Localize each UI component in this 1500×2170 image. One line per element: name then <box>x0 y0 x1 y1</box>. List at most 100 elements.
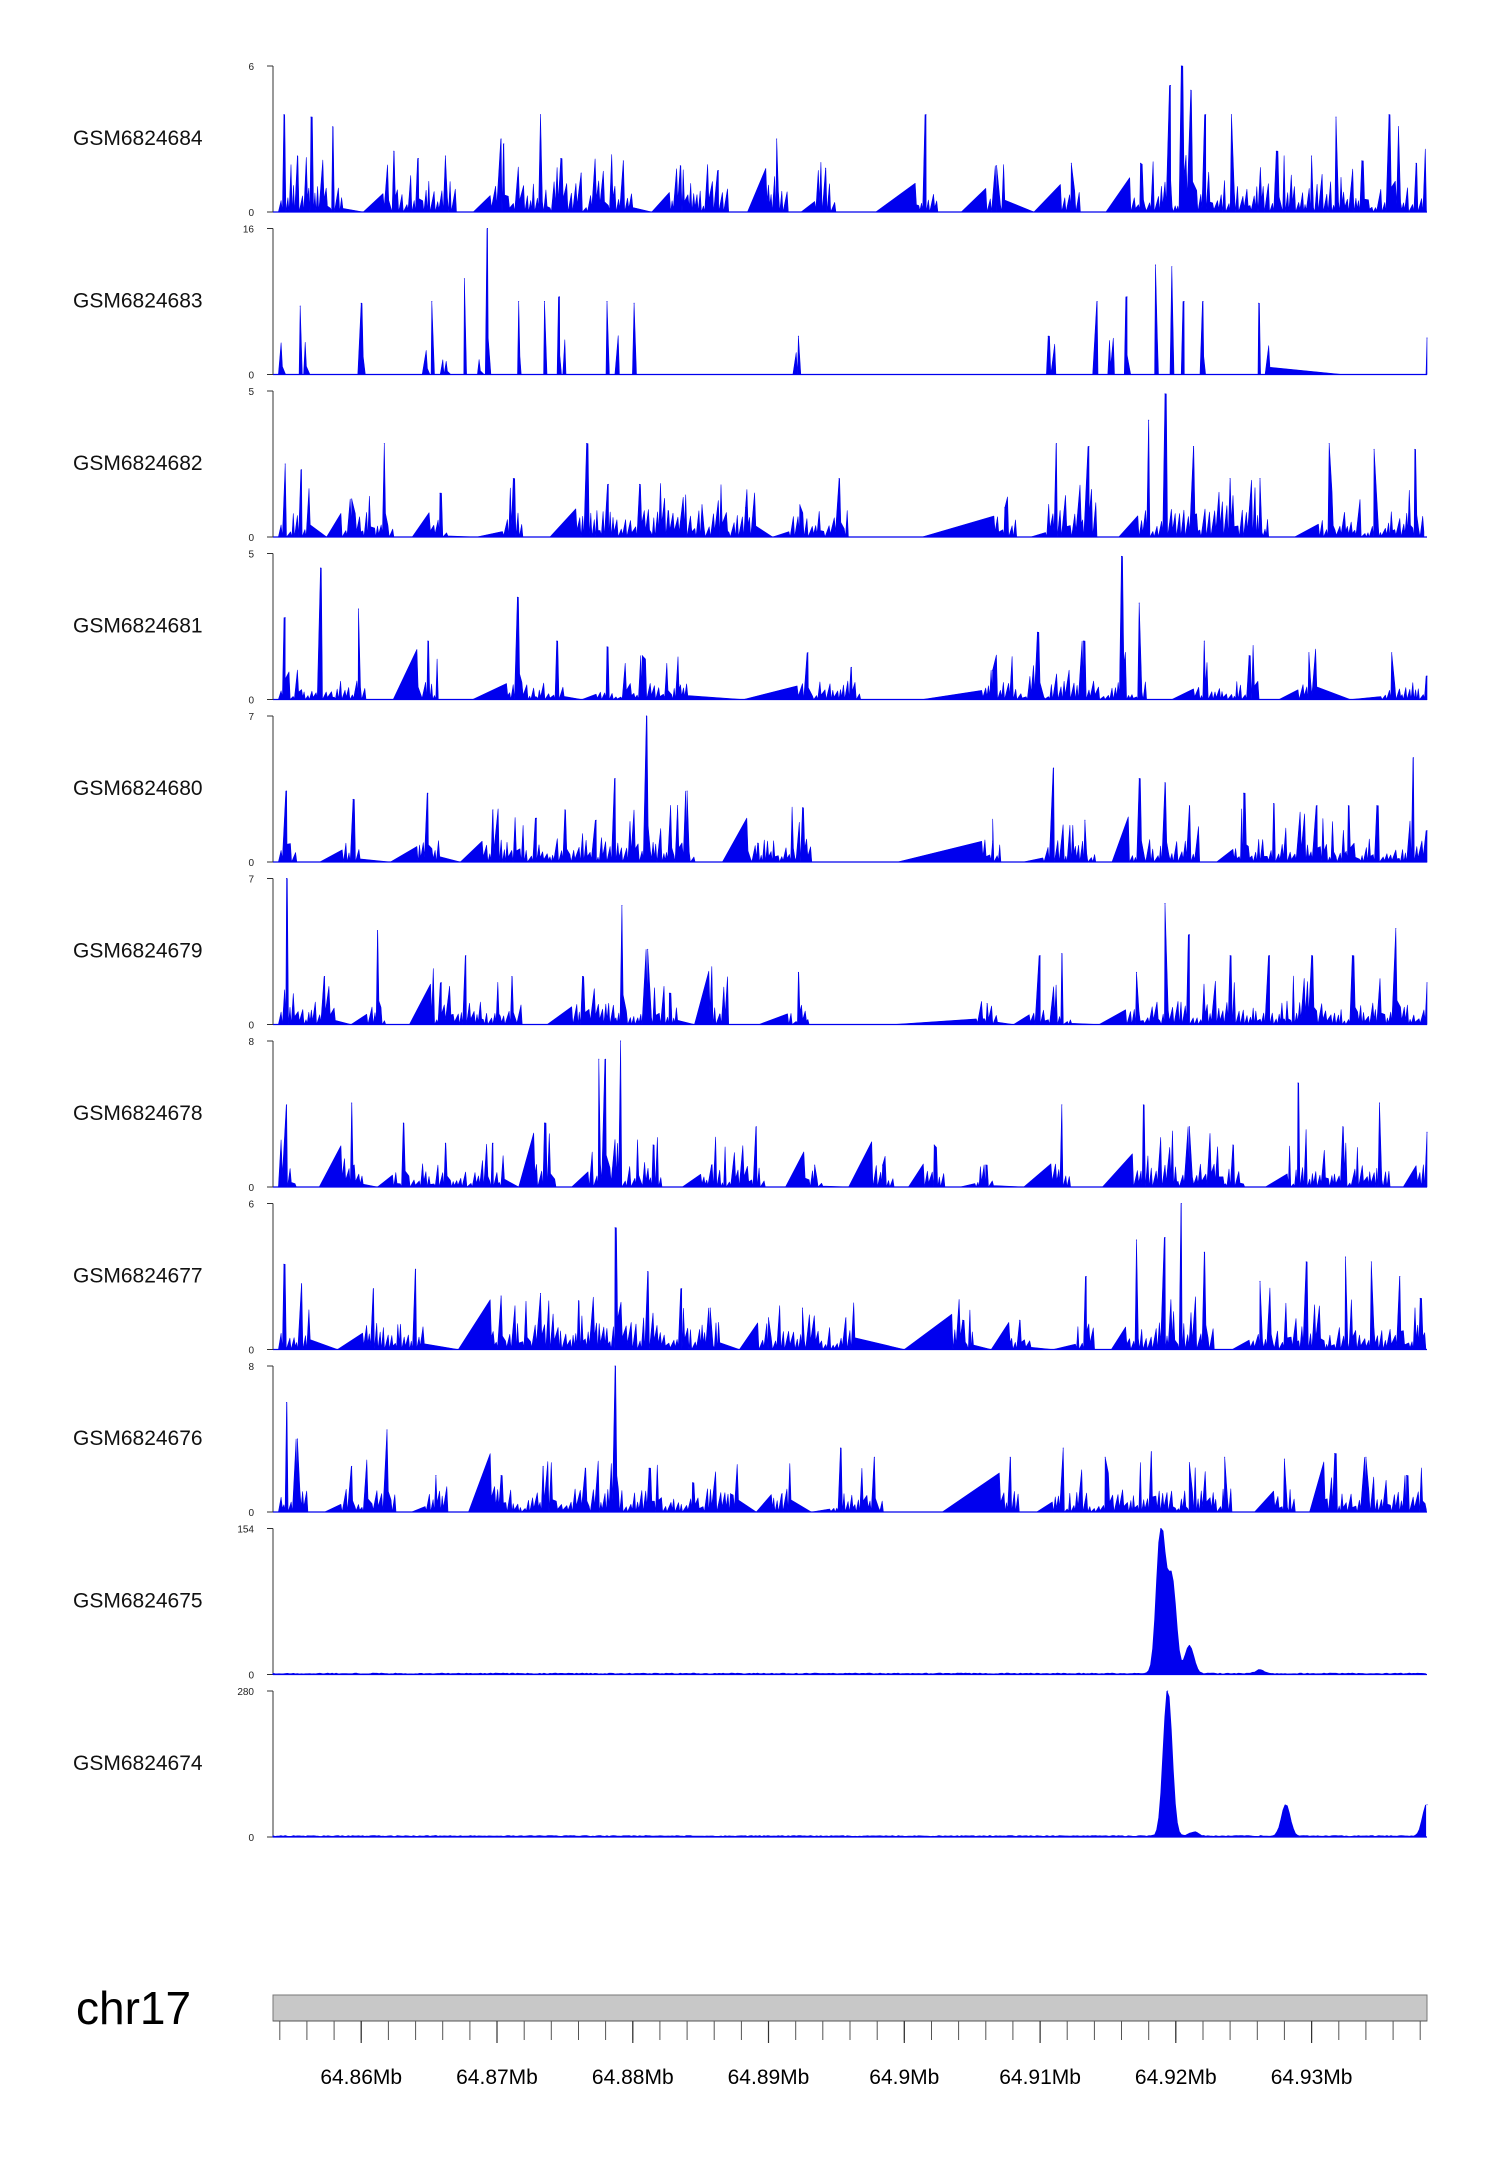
peak-mark <box>560 158 562 159</box>
peak-mark <box>1188 805 1190 807</box>
peak-mark <box>1084 819 1086 821</box>
peak-mark <box>286 878 288 879</box>
peak-mark <box>1412 757 1414 759</box>
peak-mark <box>605 1058 607 1060</box>
track-label: GSM6824680 <box>73 777 203 800</box>
peak-mark <box>299 305 301 307</box>
peak-mark <box>633 302 635 304</box>
peak-mark <box>1259 478 1261 480</box>
peak-mark <box>1167 1690 1169 1692</box>
chromosome-label: chr17 <box>76 1982 191 2034</box>
peak-mark <box>1088 446 1090 447</box>
peak-mark <box>383 443 385 445</box>
peak-mark <box>332 126 334 128</box>
signal-area <box>272 1528 1427 1675</box>
peak-mark <box>639 483 641 485</box>
peak-mark <box>1414 448 1416 450</box>
peak-mark <box>1062 1447 1064 1449</box>
peak-mark <box>1370 1261 1372 1263</box>
peak-mark <box>717 170 719 172</box>
peak-mark <box>598 1058 600 1060</box>
peak-mark <box>1273 803 1275 805</box>
peak-mark <box>540 114 541 116</box>
tick-label: 64.93Mb <box>1271 2066 1353 2089</box>
peak-mark <box>1351 955 1353 957</box>
peak-mark <box>1399 1276 1401 1277</box>
y-max-label: 8 <box>248 1037 254 1048</box>
peak-mark <box>1224 1456 1226 1458</box>
peak-mark <box>492 809 494 811</box>
peak-mark <box>1398 126 1399 128</box>
peak-mark <box>1136 1239 1137 1241</box>
signal-area <box>278 715 1428 863</box>
peak-mark <box>286 790 288 792</box>
track-label: GSM6824674 <box>73 1752 203 1775</box>
track-GSM6824674: GSM6824674 280 0 <box>73 1687 1428 1844</box>
y-max-label: 8 <box>248 1362 254 1373</box>
peak-mark <box>1426 337 1428 339</box>
peak-mark <box>925 114 927 116</box>
peak-mark <box>620 1040 622 1042</box>
peak-mark <box>1104 1456 1106 1458</box>
peak-mark <box>1308 652 1310 654</box>
peak-mark <box>1171 1579 1173 1581</box>
peak-mark <box>500 1295 502 1297</box>
tick-label: 64.92Mb <box>1135 2066 1217 2089</box>
peak-mark <box>284 617 286 619</box>
peak-mark <box>1391 652 1393 654</box>
peak-mark <box>1150 1451 1152 1453</box>
track-label: GSM6824684 <box>73 127 203 150</box>
peak-mark <box>1193 1832 1194 1834</box>
peak-mark <box>310 116 312 118</box>
peak-mark <box>1083 640 1084 642</box>
peak-mark <box>1305 1261 1307 1263</box>
peak-mark <box>580 172 582 174</box>
peak-mark <box>1334 1453 1336 1455</box>
peak-mark <box>1419 1297 1421 1299</box>
peak-mark <box>1426 982 1428 984</box>
peak-mark <box>1169 85 1171 86</box>
y-min-label: 0 <box>248 1671 254 1682</box>
signal-area <box>272 1690 1427 1838</box>
peak-mark <box>781 1493 783 1495</box>
peak-mark <box>797 971 799 973</box>
chromosome-ideogram: chr17 64.86Mb 64.87Mb 64.88Mb 64.89Mb 64.9Mb… <box>76 1982 1428 2089</box>
peak-mark <box>1316 805 1318 807</box>
peak-mark <box>586 443 588 445</box>
peak-mark <box>1142 1104 1144 1106</box>
peak-mark <box>1229 955 1231 957</box>
peak-mark <box>799 504 801 506</box>
track-GSM6824677: GSM6824677 6 0 <box>73 1200 1427 1357</box>
signal-area <box>278 556 1428 700</box>
peak-mark <box>1328 443 1330 445</box>
peak-mark <box>1183 301 1185 302</box>
peak-mark <box>415 1268 417 1270</box>
peak-mark <box>578 1300 579 1302</box>
peak-mark <box>1085 1276 1087 1277</box>
peak-mark <box>1335 116 1337 118</box>
peak-mark <box>755 1126 757 1128</box>
peak-mark <box>1395 928 1397 930</box>
tick-label: 64.88Mb <box>592 2066 674 2089</box>
y-min-label: 0 <box>248 208 254 219</box>
peak-mark <box>1373 448 1375 450</box>
track-GSM6824680: GSM6824680 7 0 <box>73 712 1428 869</box>
peak-mark <box>622 160 624 162</box>
peak-mark <box>1426 1804 1428 1806</box>
peak-mark <box>807 652 809 654</box>
y-max-label: 5 <box>248 550 254 561</box>
peak-mark <box>1047 335 1049 337</box>
peak-mark <box>1188 1645 1190 1647</box>
peak-mark <box>440 982 442 984</box>
peak-mark <box>324 976 326 977</box>
peak-mark <box>1053 767 1055 769</box>
peak-mark <box>985 1164 987 1166</box>
track-GSM6824675: GSM6824675 154 0 <box>73 1525 1427 1682</box>
peak-mark <box>1126 296 1128 298</box>
peak-mark <box>1202 301 1204 302</box>
peak-mark <box>1342 1126 1344 1128</box>
track-label: GSM6824682 <box>73 452 203 475</box>
peak-mark <box>439 492 441 494</box>
peak-mark <box>564 809 566 811</box>
peak-mark <box>286 1402 288 1403</box>
